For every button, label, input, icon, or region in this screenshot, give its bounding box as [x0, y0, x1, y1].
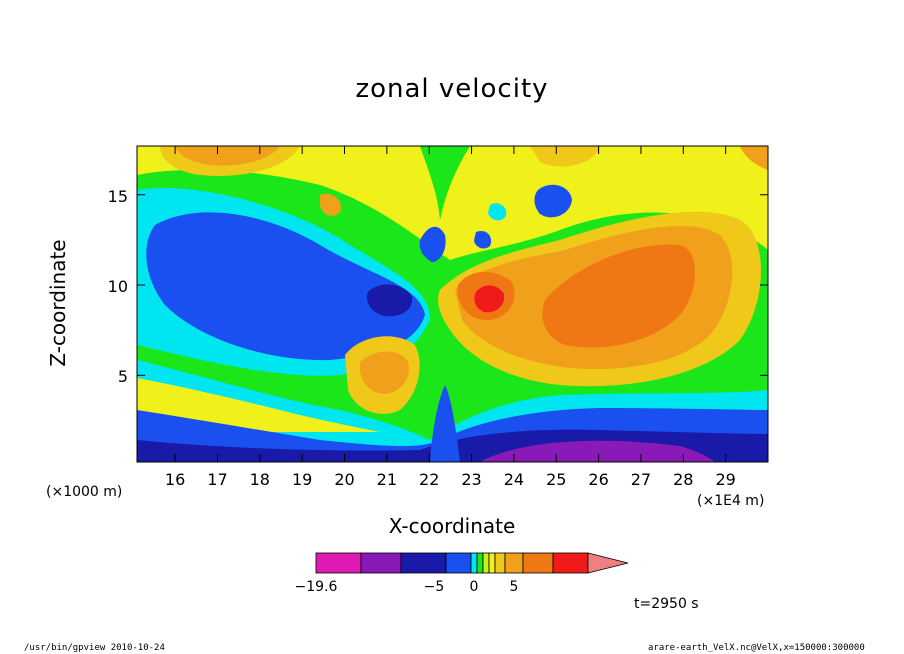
x-tick-label: 21 [376, 470, 398, 489]
y-tick-label: 15 [107, 187, 128, 206]
y-ticks [137, 194, 768, 376]
colorbar-segment [504, 552, 524, 574]
colorbar-segment [494, 552, 506, 574]
colorbar-segment [400, 552, 447, 574]
y-axis-label: Z-coordinate [46, 239, 70, 367]
time-label: t=2950 s [634, 596, 699, 612]
colorbar-segment [552, 552, 589, 574]
x-tick-label: 22 [419, 470, 440, 489]
x-tick-label: 19 [291, 470, 313, 489]
x-tick-label: 24 [503, 470, 525, 489]
chart-title: zonal velocity [355, 74, 549, 104]
colorbar-tick-label: −5 [423, 579, 445, 595]
colorbar-segment [445, 552, 472, 574]
colorbar-arrow [587, 552, 629, 574]
y-tick-label: 10 [107, 277, 128, 296]
x-axis-label: X-coordinate [388, 514, 516, 538]
contour-field [137, 146, 768, 462]
y-unit-label: (×1000 m) [46, 484, 123, 500]
colorbar-tick-label: 5 [509, 579, 519, 595]
x-tick-label: 17 [207, 470, 228, 489]
x-tick-label: 16 [164, 470, 186, 489]
x-tick-label: 27 [630, 470, 652, 489]
colorbar-segment [470, 552, 478, 574]
plot-frame [136, 145, 769, 463]
colorbar-tick-label: −19.6 [294, 579, 338, 595]
x-tick-label: 20 [334, 470, 355, 489]
colorbar-segment [315, 552, 362, 574]
colorbar [315, 552, 629, 574]
x-tick-label: 26 [588, 470, 609, 489]
x-ticks [174, 146, 727, 462]
footer-left: /usr/bin/gpview 2010-10-24 [24, 643, 165, 653]
x-unit-label: (×1E4 m) [697, 493, 765, 509]
colorbar-segment [360, 552, 402, 574]
colorbar-segment [488, 552, 496, 574]
x-tick-label: 18 [249, 470, 270, 489]
y-tick-label: 5 [117, 367, 128, 386]
x-tick-label: 23 [461, 470, 482, 489]
x-tick-label: 28 [673, 470, 694, 489]
colorbar-segment [522, 552, 554, 574]
colorbar-segment [476, 552, 484, 574]
colorbar-segment [482, 552, 490, 574]
colorbar-tick-label: 0 [469, 579, 479, 595]
footer-right: arare-earth_VelX.nc@VelX,x=150000:300000 [648, 643, 865, 653]
x-tick-label: 29 [715, 470, 736, 489]
x-tick-label: 25 [546, 470, 567, 489]
